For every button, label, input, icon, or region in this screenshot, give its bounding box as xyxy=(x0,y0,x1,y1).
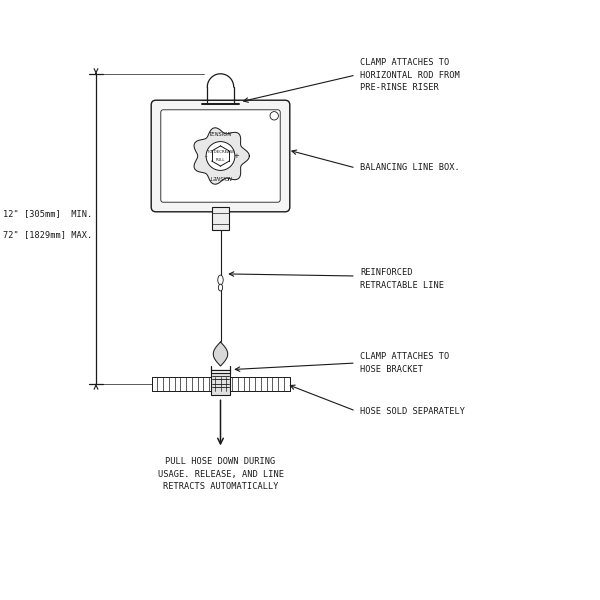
Text: NOISNET: NOISNET xyxy=(209,174,232,179)
FancyBboxPatch shape xyxy=(161,110,280,202)
Text: REINFORCED
RETRACTABLE LINE: REINFORCED RETRACTABLE LINE xyxy=(360,268,444,290)
Bar xyxy=(151,377,290,391)
Text: PULL: PULL xyxy=(216,158,225,162)
Circle shape xyxy=(206,142,235,170)
Text: PULL HOSE DOWN DURING
USAGE. RELEASE, AND LINE
RETRACTS AUTOMATICALLY: PULL HOSE DOWN DURING USAGE. RELEASE, AN… xyxy=(157,457,284,491)
Polygon shape xyxy=(214,342,227,366)
Bar xyxy=(211,373,230,395)
Text: BALANCING LINE BOX.: BALANCING LINE BOX. xyxy=(360,163,460,173)
Circle shape xyxy=(270,112,278,120)
Text: TO DECREASE: TO DECREASE xyxy=(206,150,235,154)
Text: -: - xyxy=(205,153,208,159)
Bar xyxy=(212,207,229,230)
Ellipse shape xyxy=(218,284,223,291)
Text: HOSE SOLD SEPARATELY: HOSE SOLD SEPARATELY xyxy=(360,407,465,415)
Polygon shape xyxy=(194,128,250,184)
Text: CLAMP ATTACHES TO
HORIZONTAL ROD FROM
PRE-RINSE RISER: CLAMP ATTACHES TO HORIZONTAL ROD FROM PR… xyxy=(360,58,460,92)
FancyBboxPatch shape xyxy=(151,100,290,212)
Ellipse shape xyxy=(218,275,223,285)
Text: 72" [1829mm] MAX.: 72" [1829mm] MAX. xyxy=(3,230,92,239)
Text: +: + xyxy=(234,153,239,159)
Text: TENSION: TENSION xyxy=(209,132,232,137)
Text: CLAMP ATTACHES TO
HOSE BRACKET: CLAMP ATTACHES TO HOSE BRACKET xyxy=(360,352,449,374)
Text: 12" [305mm]  MIN.: 12" [305mm] MIN. xyxy=(3,209,92,218)
Bar xyxy=(215,373,227,390)
